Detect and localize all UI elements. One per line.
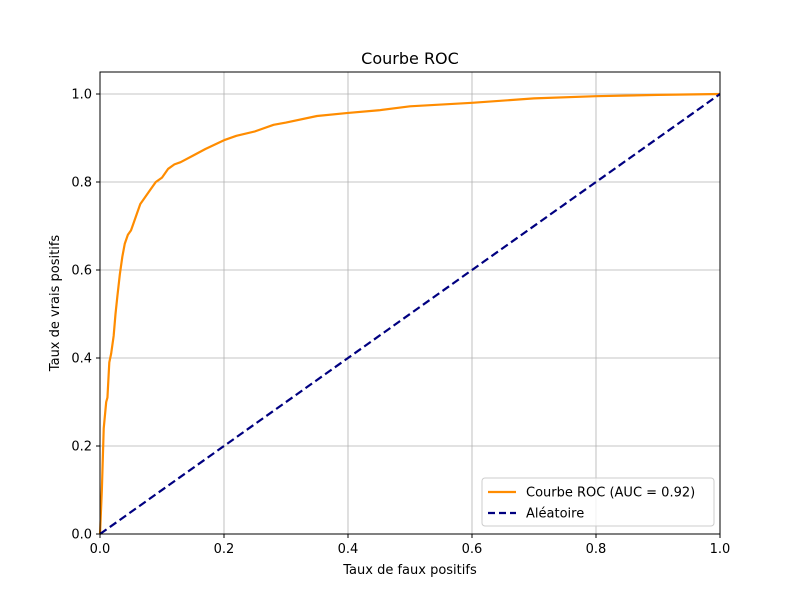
- x-axis-label: Taux de faux positifs: [342, 563, 477, 578]
- random-baseline-line: [99, 93, 721, 535]
- y-tick-label: 0.2: [71, 440, 92, 455]
- x-tick-label: 1.0: [710, 542, 731, 557]
- x-tick-label: 0.4: [338, 542, 359, 557]
- x-tick-label: 0.2: [214, 542, 235, 557]
- y-tick-label: 0.4: [71, 352, 92, 367]
- plot-frame: [99, 71, 721, 535]
- x-tick-label: 0.6: [462, 542, 483, 557]
- x-tick-label: 0.0: [90, 542, 111, 557]
- y-tick-label: 1.0: [71, 88, 92, 103]
- legend-label-random: Aléatoire: [526, 507, 584, 522]
- series-layer: [98, 92, 721, 535]
- x-tick-label: 0.8: [586, 542, 607, 557]
- chart-title: Courbe ROC: [361, 49, 459, 68]
- legend-box: [481, 477, 715, 527]
- grid-layer: [99, 72, 721, 535]
- legend: Courbe ROC (AUC = 0.92) Aléatoire: [481, 477, 715, 527]
- roc-curve-line: [98, 92, 721, 535]
- y-tick-label: 0.0: [71, 528, 92, 543]
- legend-label-roc: Courbe ROC (AUC = 0.92): [526, 486, 695, 501]
- tick-layer: 0.0 0.2 0.4 0.6 0.8 1.0 0.0 0.2 0.4 0.6 0.8 1.0: [71, 88, 730, 558]
- y-tick-label: 0.6: [71, 264, 92, 279]
- y-axis-label: Taux de vrais positifs: [48, 235, 63, 373]
- y-tick-label: 0.8: [71, 176, 92, 191]
